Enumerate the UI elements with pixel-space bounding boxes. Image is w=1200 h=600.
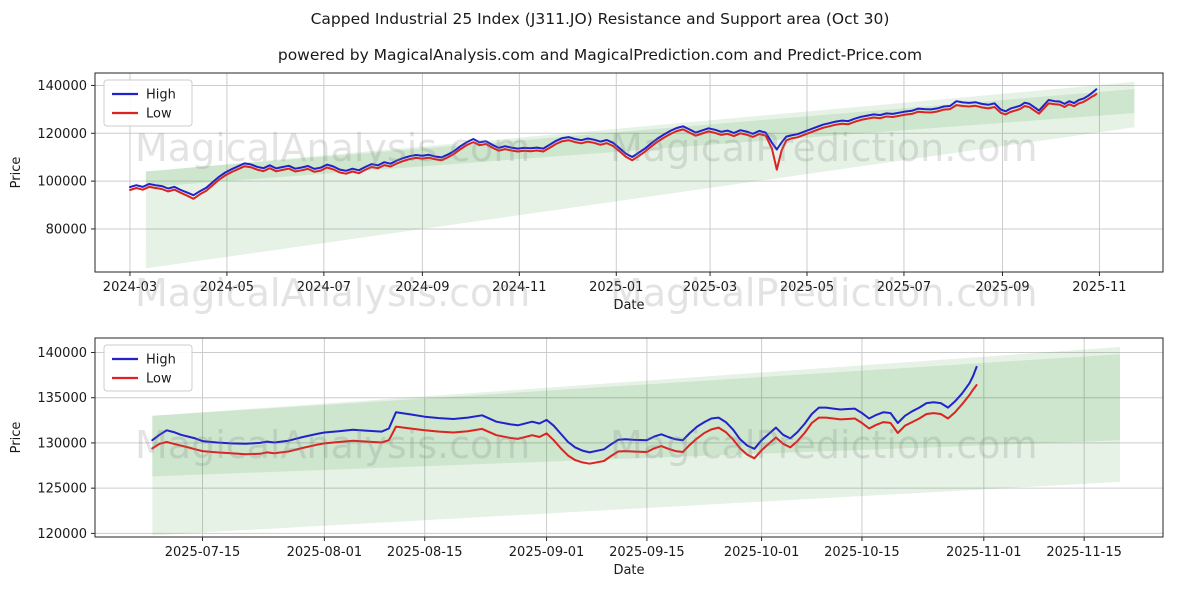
x-tick-label: 2025-01	[589, 280, 643, 295]
legend-label-low: Low	[146, 372, 172, 387]
y-tick-label: 140000	[37, 346, 87, 361]
x-tick-label: 2025-08-01	[287, 545, 363, 560]
x-tick-label: 2024-11	[492, 280, 546, 295]
high-line	[129, 88, 1098, 197]
legend: High Low	[103, 79, 193, 127]
y-tick-label: 130000	[37, 436, 87, 451]
gridlines	[95, 73, 1163, 272]
x-tick-label: 2024-07	[297, 280, 351, 295]
figure-subtitle: powered by MagicalAnalysis.com and Magic…	[277, 46, 923, 64]
gridlines	[95, 338, 1163, 537]
figure-title: Capped Industrial 25 Index (J311.JO) Res…	[310, 10, 890, 28]
recent-detail-chart: 2025-07-15 2025-08-01 2025-08-15 2025-09-01…	[9, 337, 1164, 578]
x-tick-label: 2024-03	[103, 280, 157, 295]
low-line	[129, 93, 1098, 200]
x-tick-label: 2025-11-15	[1046, 545, 1122, 560]
y-tick-label: 135000	[37, 391, 87, 406]
x-tick-label: 2025-07	[877, 280, 931, 295]
x-tick-label: 2025-11-01	[946, 545, 1022, 560]
resistance-area	[152, 347, 1120, 477]
x-tick-label: 2025-09-15	[609, 545, 685, 560]
x-tick-label: 2025-09-01	[509, 545, 585, 560]
x-tick-label: 2024-09	[395, 280, 449, 295]
x-tick-label: 2025-03	[683, 280, 737, 295]
x-tick-label: 2025-10-15	[824, 545, 900, 560]
y-tick-label: 80000	[46, 222, 87, 237]
y-tick-label: 125000	[37, 482, 87, 497]
y-axis-label: Price	[9, 157, 24, 189]
x-tick-label: 2024-05	[200, 280, 254, 295]
x-tick-label: 2025-09	[975, 280, 1029, 295]
legend-box	[103, 344, 193, 392]
x-tick-label: 2025-07-15	[165, 545, 241, 560]
x-tick-label: 2025-05	[780, 280, 834, 295]
y-tick-label: 120000	[37, 127, 87, 142]
ticks	[91, 84, 1100, 276]
x-tick-label: 2025-11	[1072, 280, 1126, 295]
legend-label-high: High	[146, 88, 176, 103]
high-line	[151, 365, 978, 454]
legend: High Low	[103, 344, 193, 392]
y-tick-label: 140000	[37, 79, 87, 94]
y-axis-label: Price	[9, 422, 24, 454]
y-tick-label: 100000	[37, 175, 87, 190]
resistance-area	[145, 81, 1135, 188]
axes-frame	[94, 337, 1164, 538]
legend-label-low: Low	[146, 107, 172, 122]
low-line	[151, 384, 978, 465]
legend-label-high: High	[146, 353, 176, 368]
legend-box	[103, 79, 193, 127]
x-tick-label: 2025-08-15	[387, 545, 463, 560]
support-area	[152, 354, 1120, 536]
support-area	[145, 89, 1135, 269]
y-tick-label: 120000	[37, 527, 87, 542]
ticks	[91, 351, 1085, 541]
full-history-chart: 2024-03 2024-05 2024-07 2024-09 2024-11 2025-…	[9, 72, 1164, 313]
x-tick-label: 2025-10-01	[724, 545, 800, 560]
x-axis-label: Date	[613, 563, 644, 578]
axes-frame	[94, 72, 1164, 273]
x-axis-label: Date	[613, 298, 644, 313]
